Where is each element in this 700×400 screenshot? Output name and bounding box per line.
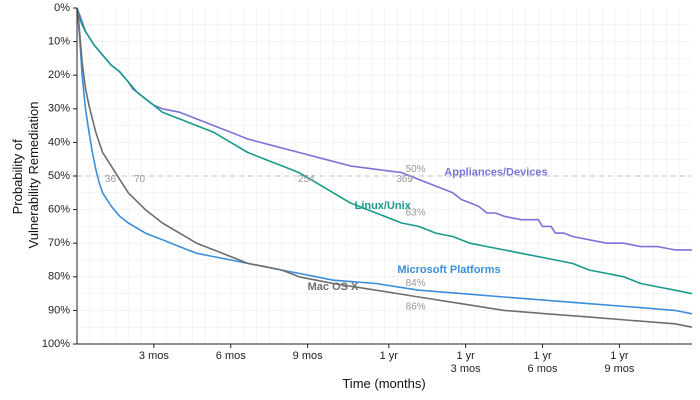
- annotation-label: 254: [298, 174, 315, 185]
- y-axis-title: Probability of Vulnerability Remediation: [10, 102, 41, 249]
- x-tick-label: 1 yr 6 mos: [528, 350, 558, 375]
- series-line-microsoft-platforms: [76, 7, 693, 315]
- x-tick-label: 1 yr 3 mos: [451, 350, 481, 375]
- y-axis-title-line-1: Probability of: [10, 139, 25, 215]
- x-tick-label: 9 mos: [293, 350, 323, 362]
- annotation-label: 86%: [406, 302, 426, 313]
- y-tick-label: 20%: [48, 69, 70, 81]
- annotation-label: 36: [105, 174, 117, 185]
- y-tick-label: 40%: [48, 136, 70, 148]
- y-tick-label: 10%: [48, 36, 70, 48]
- y-tick-label: 60%: [48, 204, 70, 216]
- y-tick-label: 0%: [54, 2, 70, 14]
- y-tick-label: 30%: [48, 103, 70, 115]
- series-label-linux-unix: Linux/Unix: [355, 200, 412, 212]
- y-tick-label: 80%: [48, 271, 70, 283]
- series-labels: Appliances/Devices Linux/Unix Microsoft Pl…: [308, 167, 548, 293]
- axes: 0% 10% 20% 30% 40% 50% 60% 70% 80% 90% 100% 3 mos 6 …: [42, 2, 692, 375]
- y-tick-label: 100%: [42, 338, 70, 350]
- annotation-label: 50%: [406, 164, 426, 175]
- series-lines: [76, 7, 693, 328]
- series-line-linux-unix: [76, 7, 693, 295]
- annotation-label: 369: [396, 174, 413, 185]
- y-tick-label: 70%: [48, 237, 70, 249]
- annotation-label: 84%: [406, 278, 426, 289]
- x-tick-label: 1 yr 9 mos: [604, 350, 634, 375]
- annotation-label: 63%: [406, 208, 426, 219]
- x-axis-title: Time (months): [342, 376, 425, 391]
- annotation-label: 70: [134, 174, 146, 185]
- x-tick-label: 3 mos: [139, 350, 169, 362]
- series-line-mac-os-x: [76, 7, 693, 328]
- y-tick-label: 50%: [48, 170, 70, 182]
- x-tick-label: 1 yr: [380, 350, 399, 362]
- series-label-appliances-devices: Appliances/Devices: [444, 167, 547, 179]
- y-tick-label: 90%: [48, 304, 70, 316]
- y-axis-title-line-2: Vulnerability Remediation: [26, 102, 41, 249]
- x-tick-label: 6 mos: [216, 350, 246, 362]
- series-label-microsoft-platforms: Microsoft Platforms: [397, 264, 500, 276]
- series-label-mac-os-x: Mac OS X: [308, 281, 359, 293]
